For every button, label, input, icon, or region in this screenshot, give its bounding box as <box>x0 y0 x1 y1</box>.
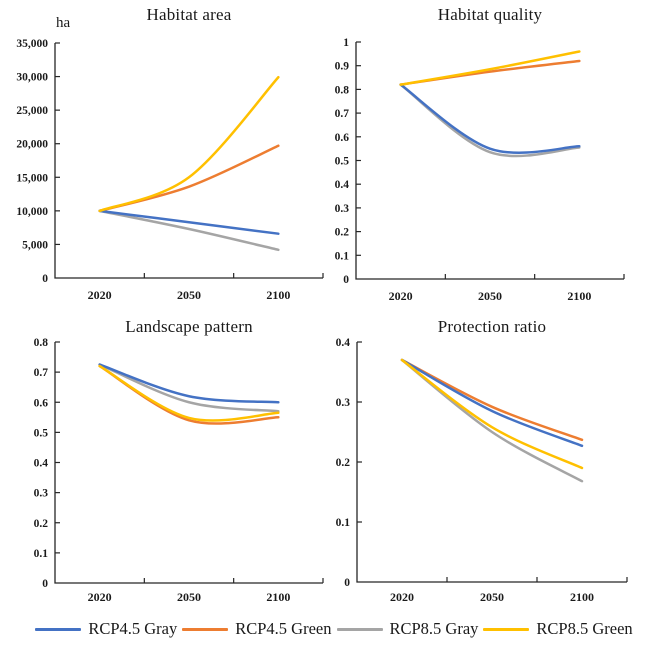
chart-title-protection-ratio: Protection ratio <box>437 317 547 336</box>
legend-item-rcp4-5-gray: RCP4.5 Gray <box>35 619 177 639</box>
y-tick-label: 0.2 <box>34 518 49 530</box>
y-axis-unit-label: ha <box>56 15 71 31</box>
y-tick-label: 30,000 <box>16 72 48 84</box>
axis-lines <box>54 43 323 279</box>
y-tick-label: 10,000 <box>16 206 48 218</box>
series-line-rcp8-5-green <box>400 358 584 470</box>
x-tick-label: 2020 <box>88 590 112 604</box>
x-tick-label: 2100 <box>570 590 594 604</box>
y-tick-label: 25,000 <box>16 105 48 117</box>
chart-title-landscape-pattern: Landscape pattern <box>125 317 253 336</box>
y-tick-label: 15,000 <box>16 172 48 184</box>
legend-label: RCP4.5 Green <box>235 619 332 638</box>
x-tick-label: 2020 <box>390 590 414 604</box>
legend-label: RCP8.5 Gray <box>389 619 479 638</box>
y-tick-label: 0.3 <box>335 203 350 215</box>
chart-title-habitat-area: Habitat area <box>146 5 232 24</box>
y-tick-label: 0.8 <box>335 84 350 96</box>
series-line-rcp4-5-gray <box>98 209 280 235</box>
axis-lines <box>356 342 627 583</box>
series-line-rcp4-5-gray <box>399 83 581 154</box>
legend-line-swatch <box>35 627 82 631</box>
x-tick-label: 2100 <box>567 289 591 303</box>
legend-item-rcp8-5-green: RCP8.5 Green <box>483 619 633 639</box>
series-line-rcp8-5-green <box>98 364 280 422</box>
y-tick-label: 0.6 <box>335 132 350 144</box>
protection-ratio-plot: 0 0.1 0.2 0.3 0.4 2020 2050 2100 <box>336 337 628 604</box>
x-tick-label: 2050 <box>478 289 502 303</box>
x-tick-label: 2050 <box>177 590 201 604</box>
y-tick-label: 0 <box>344 577 350 589</box>
chart-habitat-quality: Habitat quality 0 0.1 0.2 0.3 0.4 0.5 0.6 0.7 0.… <box>334 0 668 310</box>
y-tick-label: 35,000 <box>16 38 48 50</box>
x-tick-label: 2050 <box>177 288 201 302</box>
y-tick-label: 0.8 <box>34 337 49 349</box>
y-tick-label: 0 <box>343 274 349 286</box>
habitat-area-plot: 0 5,000 10,000 15,000 20,000 25,000 30,000 35,0… <box>16 38 324 302</box>
legend-label: RCP4.5 Gray <box>88 619 178 638</box>
legend-line-swatch <box>336 627 383 631</box>
x-tick-label: 2100 <box>266 288 290 302</box>
y-tick-label: 0.7 <box>335 108 350 120</box>
y-tick-label: 0.3 <box>336 397 351 409</box>
series-line-rcp8-5-green <box>399 50 581 86</box>
y-tick-label: 0.7 <box>34 367 49 379</box>
y-tick-label: 0.9 <box>335 61 350 73</box>
y-tick-label: 0.1 <box>34 548 49 560</box>
y-tick-label: 0.6 <box>34 397 49 409</box>
legend-item-rcp4-5-green: RCP4.5 Green <box>182 619 332 639</box>
y-tick-label: 0.2 <box>336 457 351 469</box>
landscape-pattern-plot: 0 0.1 0.2 0.3 0.4 0.5 0.6 0.7 0.8 2020 2050 2100 <box>34 337 324 604</box>
habitat-quality-plot: 0 0.1 0.2 0.3 0.4 0.5 0.6 0.7 0.8 0.9 1 2020 2050 210… <box>335 37 625 303</box>
legend-label: RCP8.5 Green <box>536 619 633 638</box>
legend-line-swatch <box>182 627 229 631</box>
axis-lines <box>355 42 624 280</box>
legend: RCP4.5 Gray RCP4.5 Green RCP8.5 Gray RCP8.5… <box>0 611 668 647</box>
axis-lines <box>54 342 323 584</box>
y-tick-label: 0.4 <box>336 337 351 349</box>
y-tick-label: 1 <box>343 37 349 49</box>
x-tick-label: 2020 <box>389 289 413 303</box>
y-tick-label: 0.5 <box>335 156 350 168</box>
chart-landscape-pattern: Landscape pattern 0 0.1 0.2 0.3 0.4 0.5 0.6 0.7… <box>0 310 334 610</box>
y-tick-label: 0.3 <box>34 488 49 500</box>
y-tick-label: 0 <box>42 578 48 590</box>
y-tick-label: 0 <box>42 273 48 285</box>
y-tick-label: 0.5 <box>34 427 49 439</box>
series-line-rcp8-5-gray <box>98 209 280 252</box>
series-line-rcp4-5-gray <box>98 363 280 404</box>
x-tick-label: 2020 <box>88 288 112 302</box>
series-line-rcp8-5-green <box>98 75 280 213</box>
series-line-rcp4-5-gray <box>400 358 584 448</box>
x-tick-label: 2050 <box>480 590 504 604</box>
y-tick-label: 0.4 <box>34 458 49 470</box>
x-tick-label: 2100 <box>266 590 290 604</box>
y-tick-label: 20,000 <box>16 139 48 151</box>
y-tick-label: 0.2 <box>335 227 350 239</box>
series-line-rcp8-5-gray <box>98 363 280 413</box>
series-line-rcp8-5-gray <box>399 83 581 158</box>
chart-title-habitat-quality: Habitat quality <box>437 5 543 24</box>
legend-line-swatch <box>483 627 530 631</box>
y-tick-label: 0.1 <box>336 517 351 529</box>
y-tick-label: 0.1 <box>335 250 350 262</box>
y-tick-label: 5,000 <box>22 239 48 251</box>
chart-habitat-area: ha Habitat area 0 5,000 10,000 15,000 20,000… <box>0 0 334 310</box>
y-tick-label: 0.4 <box>335 179 350 191</box>
chart-protection-ratio: Protection ratio 0 0.1 0.2 0.3 0.4 2020 2050 21… <box>334 310 668 610</box>
legend-item-rcp8-5-gray: RCP8.5 Gray <box>336 619 479 639</box>
series-line-rcp8-5-gray <box>400 358 584 483</box>
